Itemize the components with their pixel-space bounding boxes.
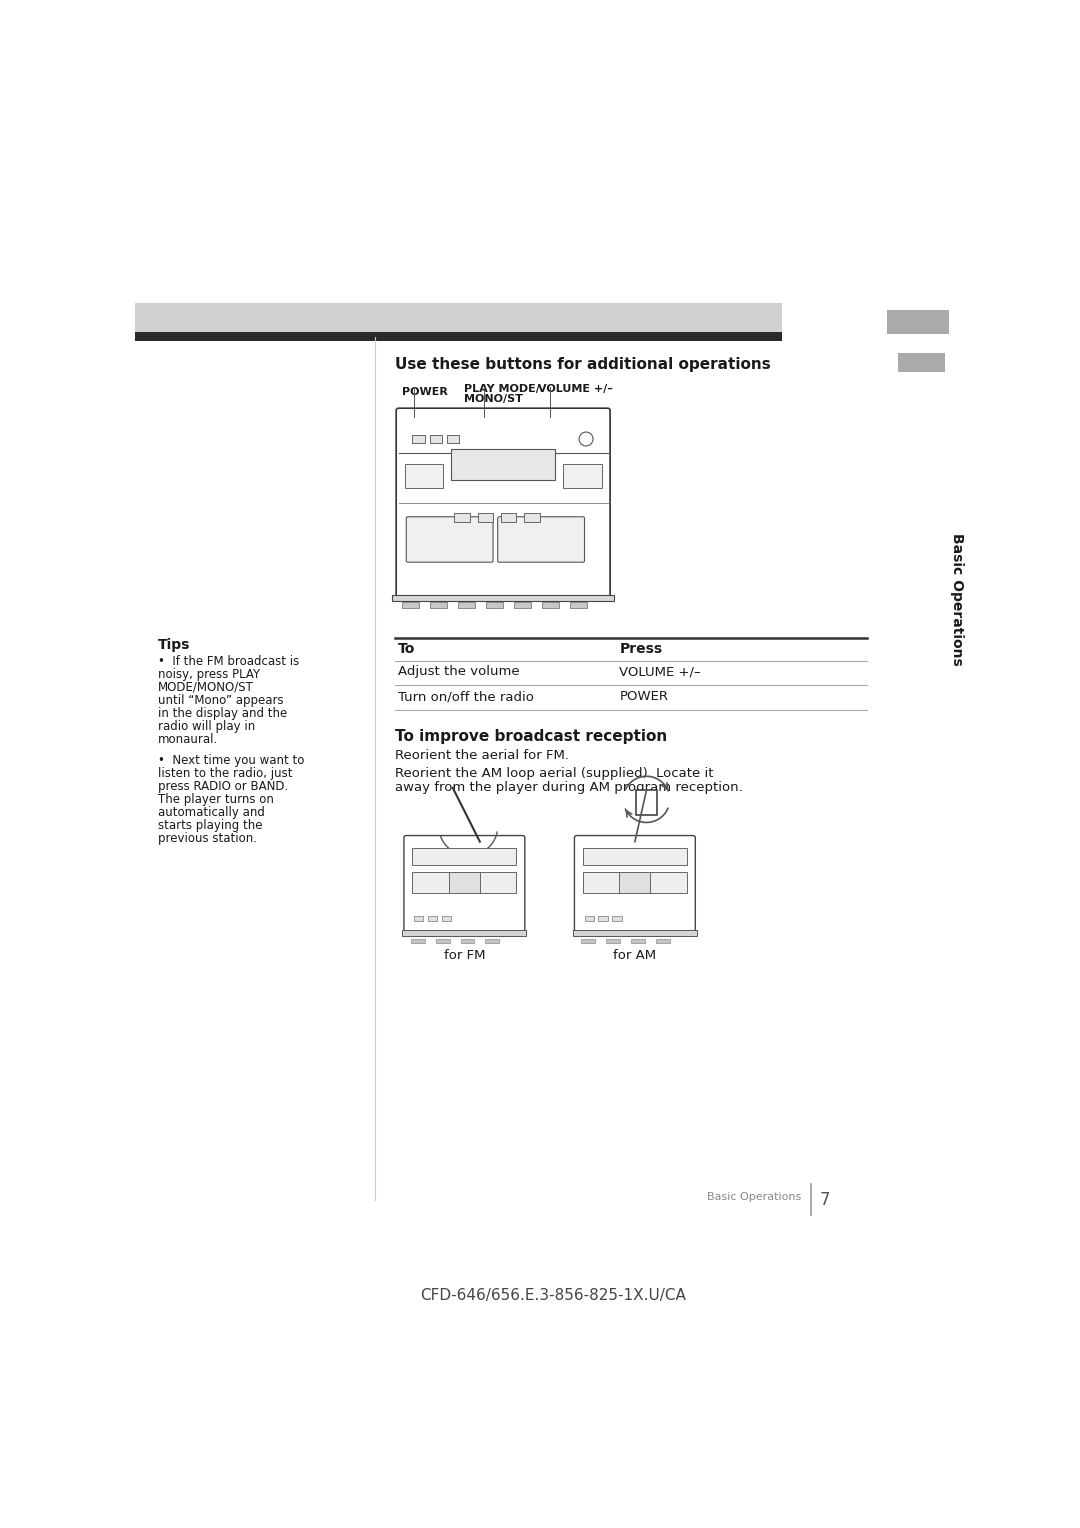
Bar [413, 872, 516, 894]
Text: starts playing the: starts playing the [159, 819, 262, 833]
Bar [414, 915, 423, 921]
Bar [583, 872, 687, 894]
Text: noisy, press PLAY: noisy, press PLAY [159, 668, 260, 680]
Bar [501, 513, 516, 523]
Text: radio will play in: radio will play in [159, 720, 256, 733]
FancyBboxPatch shape [575, 836, 696, 932]
Bar [899, 353, 945, 371]
Bar [449, 872, 480, 894]
Bar [606, 938, 620, 943]
Bar [442, 915, 451, 921]
Bar [455, 513, 470, 523]
Bar [631, 938, 645, 943]
Text: previous station.: previous station. [159, 833, 257, 845]
Text: automatically and: automatically and [159, 807, 265, 819]
Text: PLAY MODE/: PLAY MODE/ [464, 384, 540, 394]
Text: VOLUME +/–: VOLUME +/– [538, 384, 612, 394]
Bar [572, 931, 697, 937]
Text: CFD-646/656.E.3-856-825-1X.U/CA: CFD-646/656.E.3-856-825-1X.U/CA [420, 1288, 687, 1303]
Bar [451, 449, 555, 480]
Text: •  Next time you want to: • Next time you want to [159, 753, 305, 767]
Bar [636, 790, 657, 814]
Text: MODE/MONO/ST: MODE/MONO/ST [159, 681, 254, 694]
Bar [435, 938, 449, 943]
FancyBboxPatch shape [396, 408, 610, 597]
Bar [486, 602, 503, 608]
Text: for FM: for FM [444, 949, 485, 961]
Text: Tips: Tips [159, 637, 191, 651]
Bar [485, 938, 499, 943]
Bar [135, 303, 782, 341]
Text: To: To [397, 642, 415, 657]
Bar [430, 602, 447, 608]
FancyBboxPatch shape [498, 516, 584, 562]
Text: Reorient the aerial for FM.: Reorient the aerial for FM. [394, 749, 569, 762]
Bar [428, 915, 437, 921]
Text: •  If the FM broadcast is: • If the FM broadcast is [159, 654, 299, 668]
Bar [460, 938, 474, 943]
Text: Use these buttons for additional operations: Use these buttons for additional operati… [394, 356, 770, 371]
Text: in the display and the: in the display and the [159, 707, 287, 720]
Text: POWER: POWER [619, 691, 669, 703]
Bar [403, 931, 526, 937]
Text: away from the player during AM program reception.: away from the player during AM program r… [394, 781, 742, 795]
Bar [584, 915, 594, 921]
Bar [583, 848, 687, 865]
Text: until “Mono” appears: until “Mono” appears [159, 694, 284, 707]
Bar [514, 602, 531, 608]
Text: for AM: for AM [613, 949, 657, 961]
Bar [563, 465, 602, 487]
Bar [413, 435, 424, 443]
Bar [430, 435, 442, 443]
Bar [887, 310, 948, 333]
Bar [570, 602, 586, 608]
Text: press RADIO or BAND.: press RADIO or BAND. [159, 781, 288, 793]
Bar [392, 596, 613, 602]
Bar [612, 915, 622, 921]
Text: monaural.: monaural. [159, 733, 218, 746]
Circle shape [579, 432, 593, 446]
Text: listen to the radio, just: listen to the radio, just [159, 767, 293, 779]
FancyBboxPatch shape [404, 836, 525, 932]
Bar [542, 602, 559, 608]
Bar [413, 848, 516, 865]
Text: To improve broadcast reception: To improve broadcast reception [394, 729, 666, 744]
Bar [656, 938, 670, 943]
Text: Reorient the AM loop aerial (supplied). Locate it: Reorient the AM loop aerial (supplied). … [394, 767, 713, 779]
Bar [405, 465, 444, 487]
Text: The player turns on: The player turns on [159, 793, 274, 807]
Bar [581, 938, 595, 943]
Bar [410, 938, 424, 943]
FancyBboxPatch shape [406, 516, 494, 562]
Bar [477, 513, 494, 523]
Text: Basic Operations: Basic Operations [949, 533, 963, 666]
Bar [458, 602, 475, 608]
Bar [403, 602, 419, 608]
Text: Basic Operations: Basic Operations [707, 1192, 801, 1203]
Bar [619, 872, 650, 894]
Text: Adjust the volume: Adjust the volume [397, 665, 519, 678]
Bar [446, 435, 459, 443]
Text: POWER: POWER [403, 388, 448, 397]
Bar [598, 915, 608, 921]
Text: Turn on/off the radio: Turn on/off the radio [397, 691, 534, 703]
Text: 7: 7 [820, 1190, 829, 1209]
Text: Press: Press [619, 642, 662, 657]
Bar [524, 513, 540, 523]
Text: MONO/ST: MONO/ST [464, 394, 523, 403]
Text: VOLUME +/–: VOLUME +/– [619, 665, 701, 678]
Bar [135, 332, 782, 341]
